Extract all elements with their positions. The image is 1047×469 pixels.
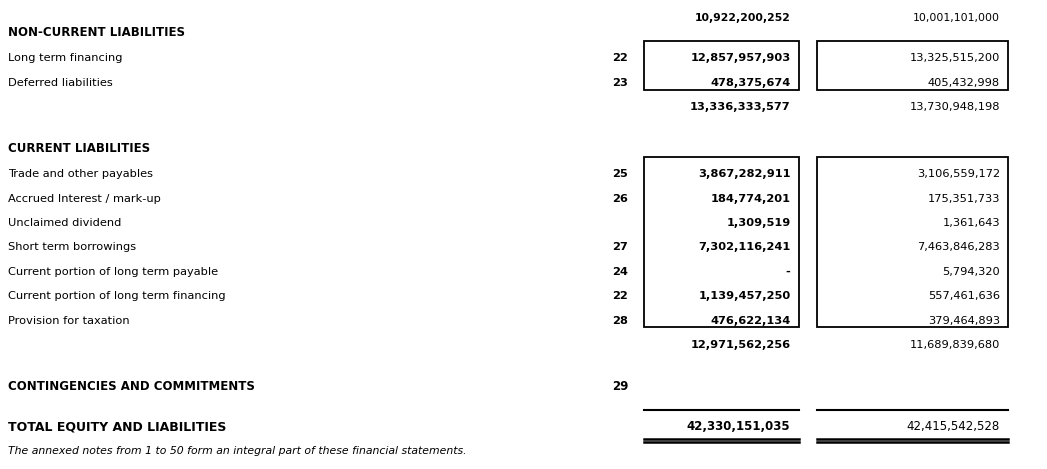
Text: 10,922,200,252: 10,922,200,252 (694, 13, 790, 23)
Text: 12,857,957,903: 12,857,957,903 (690, 53, 790, 63)
Text: 29: 29 (611, 380, 628, 393)
Text: Provision for taxation: Provision for taxation (8, 316, 130, 325)
Text: 42,415,542,528: 42,415,542,528 (907, 420, 1000, 433)
Text: 23: 23 (611, 78, 628, 88)
Text: 25: 25 (611, 169, 628, 179)
Text: 10,001,101,000: 10,001,101,000 (913, 13, 1000, 23)
Bar (644, 41, 799, 90)
Text: 7,302,116,241: 7,302,116,241 (698, 242, 790, 252)
Text: 476,622,134: 476,622,134 (710, 316, 790, 325)
Text: 379,464,893: 379,464,893 (928, 316, 1000, 325)
Text: 1,139,457,250: 1,139,457,250 (698, 291, 790, 301)
Text: 28: 28 (611, 316, 628, 325)
Text: 27: 27 (611, 242, 628, 252)
Text: TOTAL EQUITY AND LIABILITIES: TOTAL EQUITY AND LIABILITIES (8, 420, 227, 433)
Text: 13,325,515,200: 13,325,515,200 (910, 53, 1000, 63)
Text: 13,730,948,198: 13,730,948,198 (910, 102, 1000, 112)
Text: -: - (785, 267, 790, 277)
Text: 1,361,643: 1,361,643 (942, 218, 1000, 228)
Text: Deferred liabilities: Deferred liabilities (8, 78, 113, 88)
Text: Trade and other payables: Trade and other payables (8, 169, 153, 179)
Text: Short term borrowings: Short term borrowings (8, 242, 136, 252)
Text: 12,971,562,256: 12,971,562,256 (690, 340, 790, 350)
Text: 13,336,333,577: 13,336,333,577 (690, 102, 790, 112)
Text: 42,330,151,035: 42,330,151,035 (687, 420, 790, 433)
Text: 405,432,998: 405,432,998 (928, 78, 1000, 88)
Bar (817, 41, 1008, 90)
Text: 175,351,733: 175,351,733 (928, 194, 1000, 204)
Text: NON-CURRENT LIABILITIES: NON-CURRENT LIABILITIES (8, 26, 185, 39)
Text: Accrued Interest / mark-up: Accrued Interest / mark-up (8, 194, 161, 204)
Text: CURRENT LIABILITIES: CURRENT LIABILITIES (8, 142, 151, 155)
Text: 7,463,846,283: 7,463,846,283 (917, 242, 1000, 252)
Text: Current portion of long term payable: Current portion of long term payable (8, 267, 219, 277)
Text: The annexed notes from 1 to 50 form an integral part of these financial statemen: The annexed notes from 1 to 50 form an i… (8, 446, 467, 456)
Text: 3,106,559,172: 3,106,559,172 (917, 169, 1000, 179)
Text: CONTINGENCIES AND COMMITMENTS: CONTINGENCIES AND COMMITMENTS (8, 380, 255, 393)
Text: Current portion of long term financing: Current portion of long term financing (8, 291, 226, 301)
Text: 3,867,282,911: 3,867,282,911 (698, 169, 790, 179)
Text: 1,309,519: 1,309,519 (727, 218, 790, 228)
Text: 22: 22 (611, 53, 628, 63)
Text: 24: 24 (611, 267, 628, 277)
Text: 478,375,674: 478,375,674 (710, 78, 790, 88)
Bar (644, 157, 799, 327)
Text: 26: 26 (611, 194, 628, 204)
Text: 184,774,201: 184,774,201 (711, 194, 790, 204)
Text: 22: 22 (611, 291, 628, 301)
Text: Long term financing: Long term financing (8, 53, 122, 63)
Bar (817, 157, 1008, 327)
Text: Unclaimed dividend: Unclaimed dividend (8, 218, 121, 228)
Text: 557,461,636: 557,461,636 (928, 291, 1000, 301)
Text: 5,794,320: 5,794,320 (942, 267, 1000, 277)
Text: 11,689,839,680: 11,689,839,680 (910, 340, 1000, 350)
